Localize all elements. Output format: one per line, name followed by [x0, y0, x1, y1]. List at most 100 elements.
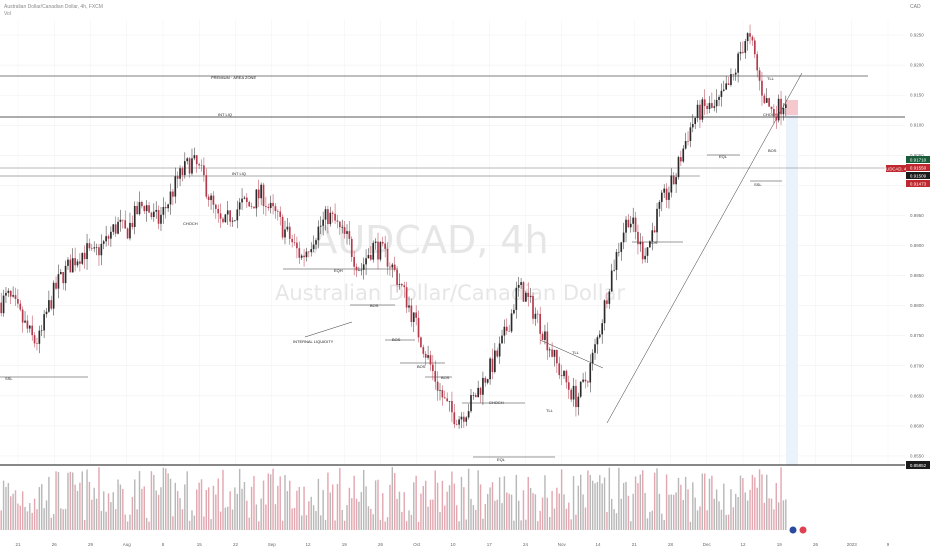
candle-body — [277, 211, 279, 212]
volume-bar — [630, 521, 632, 530]
candle-body — [286, 226, 289, 230]
volume-bar — [398, 491, 401, 530]
volume-bar — [2, 480, 5, 530]
volume-bar — [606, 511, 608, 530]
annotation: BOS — [768, 148, 777, 153]
volume-bar — [234, 487, 236, 530]
candle-body — [214, 204, 217, 209]
candle-body — [374, 241, 377, 243]
candle-body — [491, 358, 494, 372]
volume-bar — [69, 471, 72, 530]
candle-body — [751, 36, 754, 41]
volume-bar — [413, 482, 415, 530]
candle-body — [327, 209, 329, 225]
candle-body — [389, 266, 391, 268]
volume-bar — [7, 483, 10, 530]
candle-body — [439, 390, 441, 391]
candle-body — [575, 385, 577, 408]
volume-bar — [358, 501, 360, 530]
tll-line — [539, 339, 604, 369]
volume-bar — [486, 493, 489, 530]
volume-bar — [599, 475, 601, 530]
price-badge — [906, 180, 930, 187]
volume-bar — [649, 511, 651, 530]
candle-body — [577, 396, 580, 408]
volume-bar — [572, 476, 575, 530]
candle-body — [522, 282, 525, 302]
volume-bar — [79, 482, 81, 530]
x-tick-label: 14 — [595, 542, 601, 547]
candle-body — [21, 309, 24, 323]
volume-bar — [391, 467, 394, 530]
volume-bar — [155, 490, 157, 530]
candle-body — [699, 104, 701, 120]
volume-bar — [33, 498, 36, 530]
candle-body — [88, 243, 91, 249]
candle-body — [777, 98, 780, 121]
candle-body — [567, 382, 570, 390]
volume-bar — [370, 508, 372, 530]
volume-bar — [739, 475, 742, 530]
x-tick-label: 28 — [668, 542, 674, 547]
y-tick-label: 0.9250 — [910, 33, 924, 38]
candle-body — [601, 323, 604, 335]
candle-body — [610, 270, 613, 292]
volume-bar — [632, 493, 634, 530]
candle-body — [172, 191, 174, 197]
volume-bar — [529, 487, 532, 530]
currency-label: CAD — [910, 4, 921, 10]
volume-bar — [167, 473, 169, 530]
annotation: BOS — [417, 364, 426, 369]
volume-bar — [248, 517, 250, 530]
volume-bar — [465, 519, 467, 530]
candle-body — [76, 261, 79, 266]
volume-bar — [117, 479, 119, 530]
volume-bar — [36, 509, 38, 530]
candle-body — [14, 295, 17, 300]
candle-body — [274, 206, 277, 212]
volume-bar — [735, 493, 737, 530]
candle-body — [102, 241, 105, 244]
volume-bar — [343, 520, 346, 530]
volume-bar — [243, 482, 246, 530]
candle-body — [200, 165, 203, 166]
candle-body — [608, 291, 611, 304]
volume-bar — [372, 514, 374, 530]
flag-icon[interactable] — [789, 526, 797, 534]
candle-body — [52, 282, 55, 309]
candle-body — [589, 363, 592, 383]
candle-body — [341, 227, 344, 228]
volume-bar — [522, 490, 525, 530]
candle-body — [682, 148, 685, 162]
volume-bar — [95, 498, 98, 530]
volume-bar — [48, 476, 50, 530]
candle-body — [131, 222, 134, 227]
annotation: INT LIQ — [232, 171, 246, 176]
candle-body — [420, 337, 422, 348]
volume-bar — [477, 470, 479, 530]
volume-bar — [24, 506, 26, 530]
candle-body — [734, 72, 737, 75]
volume-bar — [439, 511, 441, 530]
candle-body — [527, 292, 530, 297]
candle-body — [649, 241, 651, 248]
volume-bar — [453, 483, 456, 530]
volume-bar — [637, 483, 639, 530]
volume-bar — [744, 492, 746, 530]
volume-bar — [286, 491, 289, 530]
event-icon[interactable] — [799, 526, 807, 534]
candle-body — [477, 387, 479, 398]
volume-bar — [706, 510, 708, 530]
volume-bar — [126, 521, 129, 530]
symbol-tag — [886, 165, 906, 172]
volume-bar — [601, 483, 603, 530]
candle-body — [784, 104, 787, 108]
volume-bar — [699, 506, 701, 530]
volume-bar — [315, 511, 317, 530]
volume-bar — [766, 474, 768, 530]
volume-bar — [484, 504, 487, 530]
candle-body — [558, 363, 561, 376]
candle-body — [207, 196, 210, 201]
volume-bar — [17, 503, 19, 530]
price-badge — [906, 172, 930, 179]
